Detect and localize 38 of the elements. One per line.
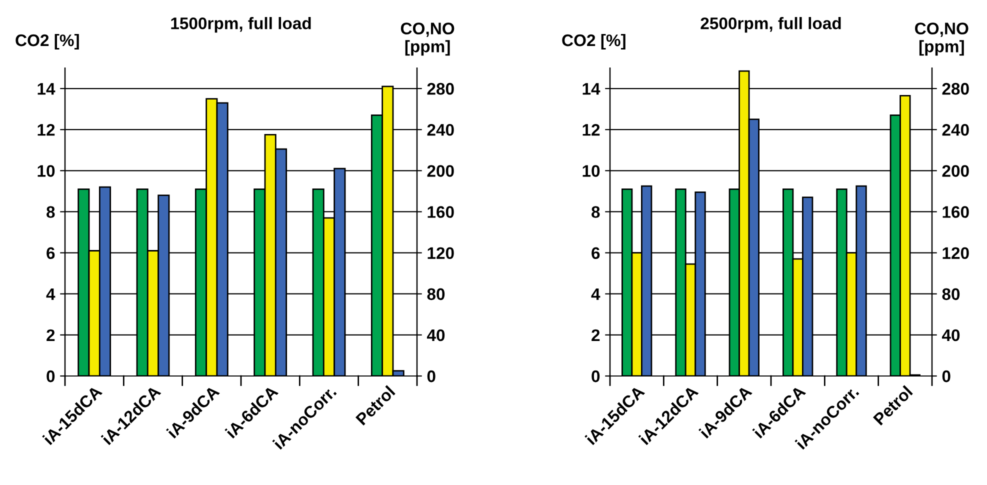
y-tick-label: 8 — [592, 206, 600, 218]
y2-tick-label: 160 — [942, 206, 969, 218]
y2-tick-label: 0 — [427, 370, 436, 382]
y-tick-label: 12 — [582, 124, 600, 136]
y-tick-label: 4 — [591, 288, 600, 300]
y2-tick-label: 280 — [427, 82, 454, 95]
y-axis-title: CO2 [%] — [16, 34, 79, 50]
y2-tick-label: 40 — [942, 329, 960, 342]
y-tick-label: 4 — [46, 288, 56, 300]
y2-tick-label: 280 — [942, 82, 969, 95]
y-tick-label: 10 — [38, 165, 55, 177]
y-tick-label: 14 — [38, 83, 56, 95]
y-tick-label: 6 — [592, 247, 600, 260]
chart-title: 1500rpm, full load — [171, 17, 311, 33]
chart-title: 2500rpm, full load — [700, 17, 841, 33]
y2-tick-label: 40 — [426, 329, 445, 342]
y-tick-label: 12 — [38, 124, 55, 136]
y-axis-title: CO2 [%] — [562, 34, 626, 50]
y-tick-label: 10 — [582, 165, 600, 177]
y-tick-label: 14 — [582, 83, 600, 95]
y2-tick-label: 240 — [942, 124, 969, 136]
y2-tick-label: 0 — [942, 370, 950, 382]
y2-tick-label: 200 — [942, 165, 969, 177]
y2-tick-label: 120 — [942, 247, 969, 260]
y-tick-label: 0 — [46, 370, 55, 382]
y-tick-label: 0 — [592, 370, 600, 382]
y2-tick-label: 80 — [942, 288, 960, 300]
y2-axis-title: CO,NO [ppm] — [915, 22, 968, 56]
y-tick-label: 2 — [46, 329, 55, 341]
y-tick-label: 8 — [46, 206, 55, 218]
y2-tick-label: 80 — [427, 288, 445, 300]
y2-tick-label: 160 — [428, 206, 454, 218]
y2-tick-label: 240 — [427, 124, 454, 136]
y2-tick-label: 200 — [427, 165, 454, 177]
y-tick-label: 6 — [46, 247, 55, 260]
y2-axis-title: CO,NO [ppm] — [400, 22, 454, 56]
y-tick-label: 2 — [592, 329, 600, 341]
y2-tick-label: 120 — [428, 247, 454, 260]
